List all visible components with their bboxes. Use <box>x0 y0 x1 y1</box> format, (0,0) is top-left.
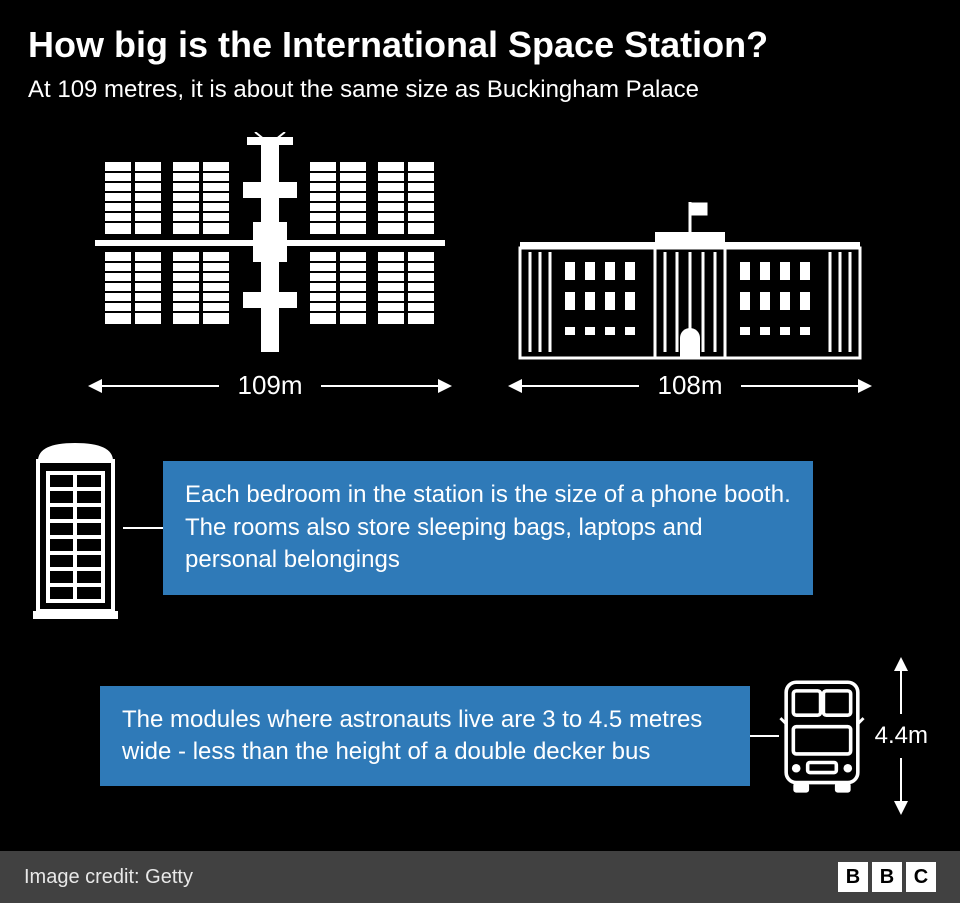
phone-booth-fact: Each bedroom in the station is the size … <box>163 461 813 594</box>
bbc-logo-letter: B <box>872 862 902 892</box>
iss-width-label: 109m <box>219 370 320 401</box>
bbc-logo-letter: B <box>838 862 868 892</box>
connector-line <box>123 527 163 529</box>
iss-dimension: 109m <box>90 370 450 401</box>
bus-height-dimension: 4.4m <box>871 659 932 813</box>
connector-line <box>750 735 779 737</box>
palace-width-label: 108m <box>639 370 740 401</box>
bbc-logo: B B C <box>838 862 936 892</box>
iss-comparison: 109m <box>90 132 450 401</box>
phone-booth-fact-row: Each bedroom in the station is the size … <box>0 433 960 623</box>
phone-booth-icon <box>28 433 123 623</box>
bus-fact: The modules where astronauts live are 3 … <box>100 686 750 787</box>
bus-height-label: 4.4m <box>871 714 932 758</box>
footer: Image credit: Getty B B C <box>0 851 960 903</box>
header: How big is the International Space Stati… <box>0 0 960 112</box>
bus-fact-row: The modules where astronauts live are 3 … <box>0 651 960 821</box>
page-title: How big is the International Space Stati… <box>28 24 932 66</box>
bbc-logo-letter: C <box>906 862 936 892</box>
image-credit: Image credit: Getty <box>24 866 193 889</box>
iss-icon <box>95 132 445 362</box>
palace-comparison: 108m <box>510 132 870 401</box>
page-subtitle: At 109 metres, it is about the same size… <box>28 76 932 104</box>
size-comparison-row: 109m <box>0 132 960 401</box>
palace-dimension: 108m <box>510 370 870 401</box>
double-decker-bus-icon <box>779 651 865 821</box>
buckingham-palace-icon <box>515 202 865 362</box>
